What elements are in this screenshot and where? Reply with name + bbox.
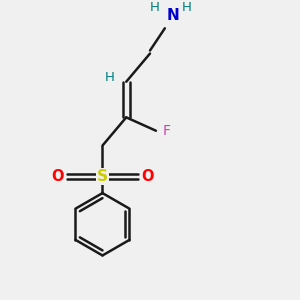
Text: H: H [149, 1, 159, 14]
Text: H: H [182, 1, 192, 14]
Text: N: N [167, 8, 179, 23]
Text: O: O [52, 169, 64, 184]
Text: O: O [141, 169, 153, 184]
Text: F: F [162, 124, 170, 138]
Text: H: H [105, 71, 115, 84]
Text: S: S [97, 169, 108, 184]
